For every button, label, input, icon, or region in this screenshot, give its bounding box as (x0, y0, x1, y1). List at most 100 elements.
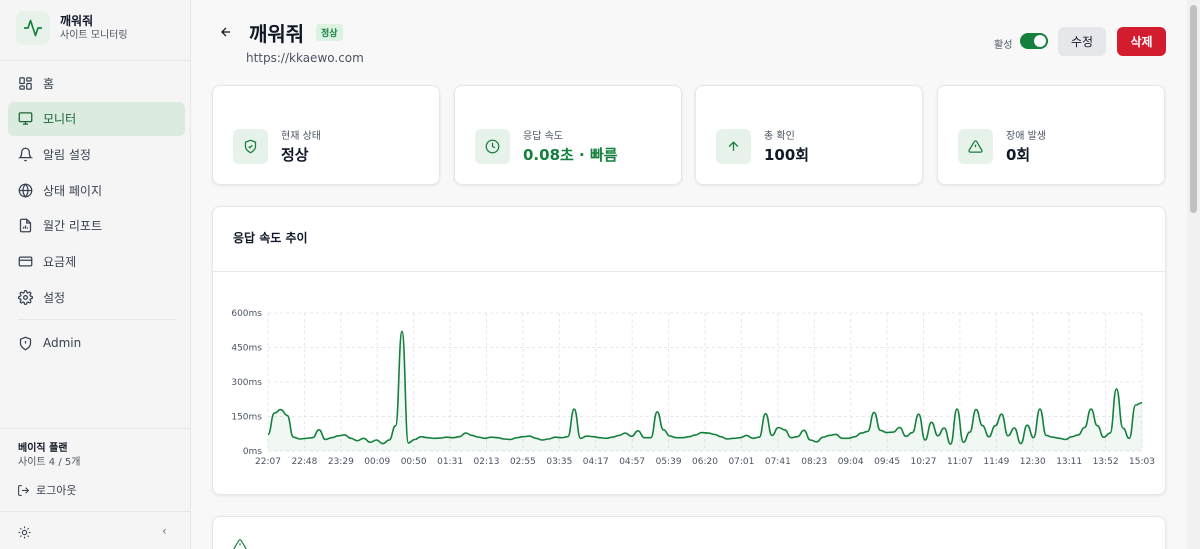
divider (0, 60, 190, 61)
x-tick-label: 02:55 (510, 457, 536, 467)
stat-label: 응답 속도 (523, 131, 563, 142)
x-tick-label: 08:23 (801, 457, 827, 467)
monitor-url: https://kkaewo.com (246, 51, 364, 65)
x-tick-label: 10:27 (911, 457, 937, 467)
sidebar-item-monthly-report[interactable]: 월간 리포트 (8, 209, 185, 243)
x-tick-label: 12:30 (1020, 457, 1046, 467)
divider (18, 319, 175, 321)
page-title: 깨워줘 (249, 22, 305, 46)
x-tick-label: 09:04 (838, 457, 864, 467)
back-button[interactable] (219, 24, 233, 43)
sun-icon (18, 526, 31, 539)
chart-title: 응답 속도 추이 (233, 231, 308, 245)
sidebar-item-label: 요금제 (43, 254, 77, 269)
stat-card-incidents: 장애 발생 0회 (937, 85, 1165, 185)
shield-check-icon (233, 129, 268, 164)
credit-card-icon (18, 256, 33, 267)
stat-label: 총 확인 (764, 131, 795, 142)
clock-icon (475, 129, 510, 164)
sidebar-item-alerts[interactable]: 알림 설정 (8, 137, 185, 171)
y-tick-label: 450ms (231, 344, 262, 354)
logout-icon (18, 484, 30, 496)
collapse-sidebar-button[interactable]: ‹ (162, 524, 167, 538)
gear-icon (18, 289, 33, 305)
sidebar-item-home[interactable]: 홈 (8, 66, 185, 100)
y-tick-label: 300ms (231, 378, 262, 388)
y-tick-label: 0ms (243, 447, 262, 457)
delete-button[interactable]: 삭제 (1117, 27, 1166, 56)
sidebar-item-settings[interactable]: 설정 (8, 280, 185, 314)
sidebar-item-label: Admin (43, 336, 82, 351)
x-tick-label: 00:50 (401, 457, 427, 467)
theme-toggle-button[interactable] (18, 524, 31, 543)
stat-value: 100회 (764, 146, 810, 164)
x-tick-label: 05:39 (656, 457, 682, 467)
activity-icon (16, 11, 50, 45)
x-tick-label: 22:48 (291, 457, 317, 467)
stat-value: 0.08초 · 빠름 (523, 146, 618, 164)
divider (0, 511, 190, 512)
x-tick-label: 11:49 (983, 457, 1009, 467)
edit-button[interactable]: 수정 (1058, 27, 1106, 56)
sidebar-item-label: 모니터 (43, 112, 77, 127)
scrollbar-thumb[interactable] (1190, 5, 1197, 213)
series-area (268, 331, 1142, 451)
logout-button[interactable]: 로그아웃 (17, 482, 76, 498)
sidebar-item-admin[interactable]: Admin (8, 326, 185, 360)
sidebar-item-label: 알림 설정 (43, 147, 91, 162)
globe-icon (18, 182, 33, 198)
x-tick-label: 07:41 (765, 457, 791, 467)
plan-info: 베이직 플랜 사이트 4 / 5개 (18, 442, 80, 470)
plan-usage: 사이트 4 / 5개 (18, 457, 81, 468)
x-tick-label: 11:07 (947, 457, 973, 467)
active-label: 활성 (994, 40, 1013, 51)
warning-icon (958, 129, 993, 164)
stat-card-status: 현재 상태 정상 (212, 85, 440, 185)
plan-name: 베이직 플랜 (18, 443, 68, 454)
stat-label: 장애 발생 (1006, 131, 1046, 142)
shield-icon (19, 336, 32, 351)
warning-icon (233, 537, 247, 549)
logout-label: 로그아웃 (36, 484, 77, 497)
sidebar-item-label: 월간 리포트 (43, 219, 103, 234)
sidebar-item-label: 홈 (43, 76, 55, 91)
x-tick-label: 04:57 (619, 457, 645, 467)
x-tick-label: 00:09 (364, 457, 390, 467)
sidebar-item-pricing[interactable]: 요금제 (8, 244, 185, 278)
report-icon (19, 218, 32, 233)
x-tick-label: 03:35 (546, 457, 572, 467)
stat-value: 정상 (281, 146, 309, 164)
bell-icon (18, 147, 33, 162)
arrow-up-icon (716, 129, 751, 164)
x-tick-label: 02:13 (474, 457, 500, 467)
incident-card (212, 516, 1166, 549)
x-tick-label: 23:29 (328, 457, 354, 467)
divider (0, 428, 190, 429)
sidebar-item-label: 상태 페이지 (43, 183, 103, 198)
stat-value: 0회 (1006, 146, 1031, 164)
brand-title: 깨워줘 (60, 14, 94, 28)
stat-card-total-checks: 총 확인 100회 (695, 85, 923, 185)
monitor-icon (18, 112, 33, 125)
stat-label: 현재 상태 (281, 131, 321, 142)
sidebar-item-status-page[interactable]: 상태 페이지 (8, 173, 185, 207)
status-badge: 정상 (316, 24, 343, 41)
x-tick-label: 07:01 (728, 457, 754, 467)
response-time-chart-card: 응답 속도 추이 600ms 450ms 300ms 150ms 0ms 22:07 22:… (212, 206, 1166, 495)
divider (213, 271, 1165, 272)
brand-subtitle: 사이트 모니터링 (60, 30, 128, 41)
brand[interactable]: 깨워줘 사이트 모니터링 (16, 11, 128, 45)
active-toggle[interactable] (1020, 33, 1048, 49)
sidebar-item-monitor[interactable]: 모니터 (8, 101, 185, 136)
y-tick-label: 600ms (231, 309, 262, 319)
x-tick-label: 13:52 (1093, 457, 1119, 467)
y-tick-label: 150ms (231, 413, 262, 423)
stat-card-response-time: 응답 속도 0.08초 · 빠름 (454, 85, 682, 185)
x-tick-label: 09:45 (874, 457, 900, 467)
x-tick-label: 06:20 (692, 457, 718, 467)
x-tick-label: 04:17 (583, 457, 609, 467)
grid-icon (19, 76, 32, 90)
x-tick-label: 01:31 (437, 457, 463, 467)
scrollbar[interactable] (1187, 0, 1200, 549)
series-line (267, 330, 1143, 445)
